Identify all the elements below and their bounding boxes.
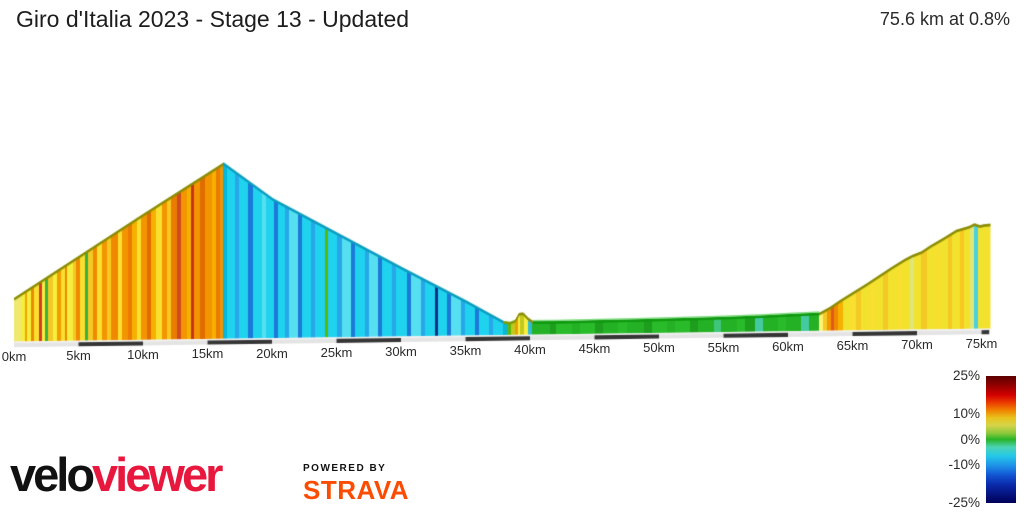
- x-axis-tick-label: 35km: [449, 342, 482, 358]
- x-axis-tick-label: 30km: [385, 343, 417, 359]
- x-axis-tick-label: 10km: [127, 347, 159, 363]
- legend-tick-label: 10%: [952, 406, 980, 422]
- x-axis-tick-label: 20km: [256, 345, 288, 361]
- x-axis-tick-label: 25km: [320, 344, 353, 360]
- x-axis-tick-label: 55km: [707, 339, 740, 355]
- x-axis-tick-label: 40km: [514, 342, 546, 358]
- legend-tick-label: 25%: [952, 368, 980, 383]
- x-axis-tick-label: 60km: [772, 338, 804, 354]
- veloviewer-logo[interactable]: veloviewer: [10, 448, 223, 501]
- strava-logo: STRAVA: [303, 475, 410, 505]
- legend-tick-label: -10%: [948, 456, 980, 472]
- veloviewer-logo-viewer: viewer: [92, 448, 223, 501]
- x-axis-tick-label: 75km: [965, 336, 998, 352]
- x-axis-tick-label: 65km: [836, 337, 869, 353]
- legend-tick-label: -25%: [948, 495, 980, 510]
- strava-attribution[interactable]: POWERED BY STRAVA: [303, 463, 410, 505]
- x-axis-tick-label: 0km: [1, 349, 27, 364]
- x-axis-tick-label: 70km: [901, 336, 933, 352]
- powered-by-label: POWERED BY: [303, 463, 387, 474]
- legend-tick-label: 0%: [960, 431, 980, 447]
- x-axis-tick-label: 45km: [578, 341, 611, 357]
- x-axis-tick-label: 5km: [66, 348, 91, 364]
- x-axis-tick-label: 15km: [191, 346, 224, 362]
- veloviewer-logo-velo: velo: [10, 448, 95, 501]
- x-axis-tick-label: 50km: [643, 340, 675, 356]
- gradient-legend-colorbar: [986, 376, 1016, 503]
